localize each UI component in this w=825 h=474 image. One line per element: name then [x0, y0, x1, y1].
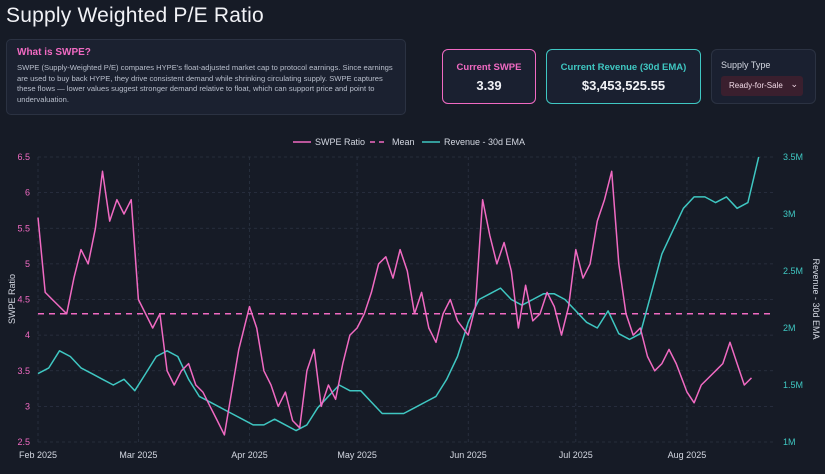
revenue-ema-line	[37, 156, 760, 432]
chevron-down-icon: ⌄	[790, 79, 798, 89]
x-tick-label: May 2025	[337, 450, 377, 460]
x-tick-label: Feb 2025	[19, 450, 57, 460]
current-revenue-card: Current Revenue (30d EMA) $3,453,525.55	[546, 49, 701, 104]
y-axis-ticks: 2.5 3 3.5 4 4.5 5 5.5 6 6.5	[17, 152, 30, 447]
page-title: Supply Weighted P/E Ratio	[6, 4, 264, 27]
supply-type-panel: Supply Type Ready-for-Sale ⌄	[711, 49, 816, 104]
y2-axis-label: Revenue - 30d EMA	[811, 258, 821, 339]
legend-revenue-ema: Revenue - 30d EMA	[444, 137, 525, 147]
y2-tick-label: 2M	[783, 323, 796, 333]
x-tick-label: Jun 2025	[450, 450, 487, 460]
x-tick-label: Jul 2025	[559, 450, 593, 460]
supply-type-select[interactable]: Ready-for-Sale ⌄	[721, 76, 803, 96]
y2-tick-label: 1M	[783, 437, 796, 447]
current-swpe-label: Current SWPE	[456, 62, 522, 73]
current-revenue-value: $3,453,525.55	[581, 78, 666, 93]
y2-tick-label: 3.5M	[783, 152, 803, 162]
current-swpe-card: Current SWPE 3.39	[442, 49, 536, 104]
swpe-ratio-line	[37, 170, 753, 436]
y2-tick-label: 1.5M	[783, 380, 803, 390]
y2-tick-label: 3M	[783, 209, 796, 219]
y-tick-label: 3	[25, 401, 30, 411]
chart-legend: SWPE Ratio Mean Revenue - 30d EMA	[293, 137, 525, 147]
y-tick-label: 5	[25, 259, 30, 269]
x-axis-ticks: Feb 2025 Mar 2025 Apr 2025 May 2025 Jun 2025…	[19, 450, 706, 460]
info-heading: What is SWPE?	[17, 47, 91, 58]
y-tick-label: 5.5	[17, 223, 30, 233]
supply-type-label: Supply Type	[721, 60, 771, 70]
y-tick-label: 3.5	[17, 366, 30, 376]
x-tick-label: Aug 2025	[668, 450, 707, 460]
y-axis-label: SWPE Ratio	[7, 274, 17, 324]
x-tick-label: Apr 2025	[231, 450, 268, 460]
current-revenue-label: Current Revenue (30d EMA)	[560, 62, 687, 73]
y-tick-label: 2.5	[17, 437, 30, 447]
y2-axis-ticks: 1M 1.5M 2M 2.5M 3M 3.5M	[783, 152, 803, 447]
y-tick-label: 4.5	[17, 295, 30, 305]
info-panel: What is SWPE? SWPE (Supply-Weighted P/E)…	[6, 39, 406, 115]
current-swpe-value: 3.39	[476, 78, 502, 93]
legend-swpe-ratio: SWPE Ratio	[315, 137, 365, 147]
y-tick-label: 4	[25, 330, 30, 340]
y-tick-label: 6	[25, 188, 30, 198]
y-tick-label: 6.5	[17, 152, 30, 162]
info-description: SWPE (Supply-Weighted P/E) compares HYPE…	[17, 63, 393, 104]
y2-tick-label: 2.5M	[783, 266, 803, 276]
supply-type-selected: Ready-for-Sale	[729, 81, 783, 90]
x-tick-label: Mar 2025	[119, 450, 157, 460]
legend-mean: Mean	[392, 137, 415, 147]
swpe-chart: SWPE Ratio Mean Revenue - 30d EMA 2.5 3 3.…	[7, 137, 821, 460]
chart-grid	[37, 156, 773, 443]
